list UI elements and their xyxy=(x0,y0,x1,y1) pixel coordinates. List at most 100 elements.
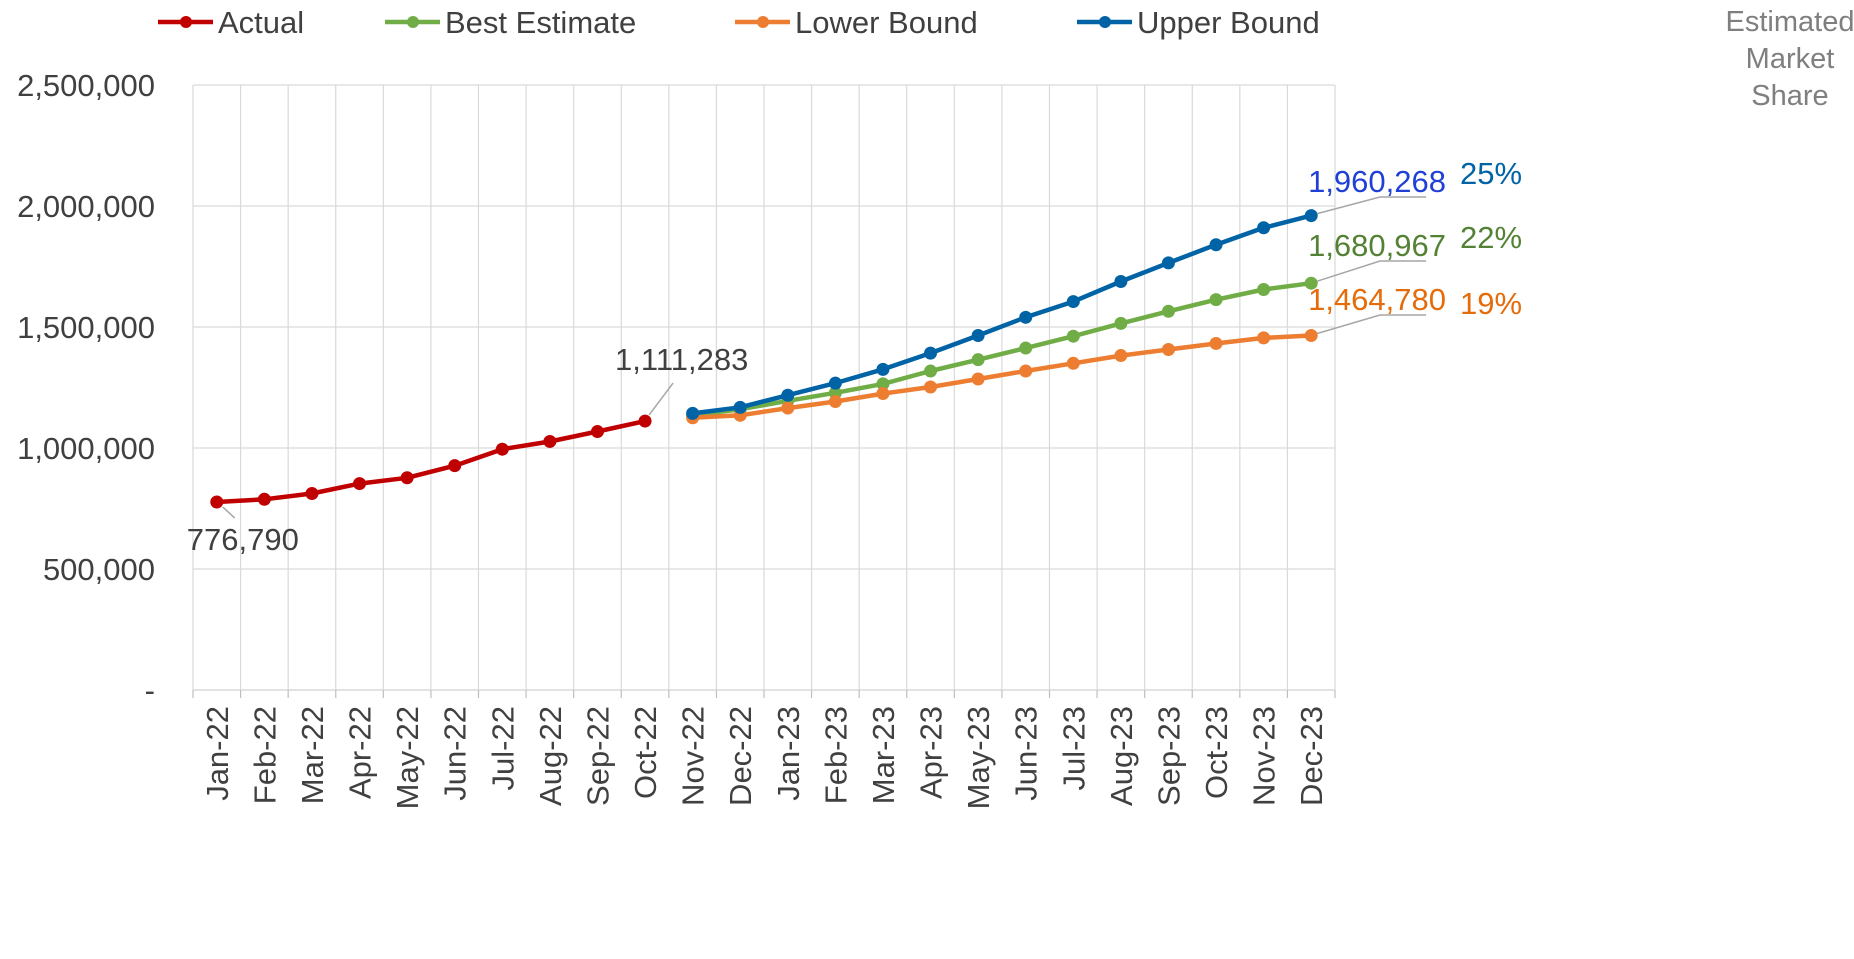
x-tick-label: May-22 xyxy=(390,706,425,809)
data-point xyxy=(828,376,842,390)
legend: Actual Best Estimate Lower Bound Upper Boun… xyxy=(158,5,1320,40)
data-point xyxy=(686,406,700,420)
data-point xyxy=(353,477,367,491)
x-tick-label: Jan-22 xyxy=(200,706,235,801)
data-point xyxy=(876,387,890,401)
legend-label: Best Estimate xyxy=(445,5,636,40)
market-share-panel: Estimated Market Share 25% 22% 19% xyxy=(1460,6,1854,321)
leader-line xyxy=(1316,260,1426,282)
market-share-title: Market xyxy=(1746,43,1835,75)
x-tick-label: Aug-23 xyxy=(1104,706,1139,806)
data-point xyxy=(1066,356,1080,370)
series-line xyxy=(216,418,646,505)
data-point xyxy=(924,364,938,378)
data-point xyxy=(971,353,985,367)
legend-swatch-marker xyxy=(757,16,769,28)
series-lines xyxy=(210,209,1318,509)
x-tick-label: Sep-22 xyxy=(580,706,615,806)
legend-swatch-marker xyxy=(180,16,192,28)
y-axis: - 500,000 1,000,000 1,500,000 2,000,000 2,500… xyxy=(17,68,155,708)
data-point xyxy=(400,471,414,485)
x-tick-label: Jun-22 xyxy=(438,706,473,801)
data-point xyxy=(1019,341,1033,355)
legend-swatch-marker xyxy=(1099,16,1111,28)
data-point xyxy=(971,372,985,386)
data-labels: 776,790 1,111,283 1,960,268 1,680,967 1,464,… xyxy=(187,164,1446,557)
legend-label: Actual xyxy=(218,5,304,40)
y-tick-label: 1,000,000 xyxy=(17,431,155,466)
data-label: 1,464,780 xyxy=(1308,282,1446,317)
data-point xyxy=(1161,343,1175,357)
data-point xyxy=(924,380,938,394)
x-tick-label: Apr-23 xyxy=(914,706,949,799)
gridlines xyxy=(192,84,1336,690)
x-tick-label: Mar-22 xyxy=(295,706,330,804)
data-point xyxy=(1066,329,1080,343)
x-tick-label: Jul-23 xyxy=(1056,706,1091,790)
data-point xyxy=(305,486,319,500)
data-point xyxy=(1066,295,1080,309)
data-point xyxy=(1257,282,1271,296)
data-point xyxy=(590,425,604,439)
x-axis: Jan-22 Feb-22 Mar-22 Apr-22 May-22 Jun-22 Jul-… xyxy=(192,689,1336,809)
y-tick-label: 500,000 xyxy=(43,552,155,587)
series-line xyxy=(692,333,1312,421)
data-label: 1,960,268 xyxy=(1308,164,1446,199)
data-point xyxy=(781,401,795,415)
x-tick-label: Jul-22 xyxy=(485,706,520,790)
x-tick-label: Nov-23 xyxy=(1247,706,1282,806)
market-share-value: 25% xyxy=(1460,156,1522,191)
x-tick-label: Nov-22 xyxy=(676,706,711,806)
data-point xyxy=(1114,275,1128,289)
x-tick-label: Aug-22 xyxy=(533,706,568,806)
data-point xyxy=(543,434,557,448)
data-point xyxy=(257,492,271,506)
y-tick-label: 2,000,000 xyxy=(17,189,155,224)
x-tick-label: May-23 xyxy=(961,706,996,809)
x-tick-label: Apr-22 xyxy=(343,706,378,799)
data-point xyxy=(448,459,462,473)
legend-label: Lower Bound xyxy=(795,5,978,40)
data-label: 1,680,967 xyxy=(1308,228,1446,263)
data-point xyxy=(638,414,652,428)
leader-line xyxy=(222,506,236,519)
data-point xyxy=(210,495,224,509)
series-line xyxy=(692,213,1312,416)
data-point xyxy=(495,442,509,456)
data-point xyxy=(1209,293,1223,307)
data-point xyxy=(1161,304,1175,318)
x-tick-label: Sep-23 xyxy=(1151,706,1186,806)
x-tick-label: Dec-22 xyxy=(723,706,758,806)
data-point xyxy=(828,395,842,409)
data-point xyxy=(876,362,890,376)
legend-swatch-marker xyxy=(407,16,419,28)
data-point xyxy=(1019,364,1033,378)
data-point xyxy=(971,328,985,342)
data-point xyxy=(1304,329,1318,343)
x-tick-label: Mar-23 xyxy=(866,706,901,804)
x-tick-label: Feb-23 xyxy=(818,706,853,804)
leader-line xyxy=(1316,314,1426,335)
y-tick-label: - xyxy=(145,673,155,708)
y-tick-label: 1,500,000 xyxy=(17,310,155,345)
market-share-title: Share xyxy=(1751,80,1828,112)
data-point xyxy=(1114,316,1128,330)
x-tick-label: Dec-23 xyxy=(1294,706,1329,806)
x-tick-label: Oct-22 xyxy=(628,706,663,799)
data-point xyxy=(1257,331,1271,345)
market-share-value: 19% xyxy=(1460,286,1522,321)
market-share-value: 22% xyxy=(1460,220,1522,255)
data-point xyxy=(1209,238,1223,252)
data-point xyxy=(876,377,890,391)
data-point xyxy=(1304,276,1318,290)
data-point xyxy=(1304,209,1318,223)
data-point xyxy=(924,346,938,360)
data-point xyxy=(1019,310,1033,324)
x-tick-label: Oct-23 xyxy=(1199,706,1234,799)
data-point xyxy=(1209,336,1223,350)
data-point xyxy=(733,400,747,414)
data-point xyxy=(1257,221,1271,235)
data-label: 1,111,283 xyxy=(615,342,748,377)
market-share-title: Estimated xyxy=(1726,6,1854,38)
